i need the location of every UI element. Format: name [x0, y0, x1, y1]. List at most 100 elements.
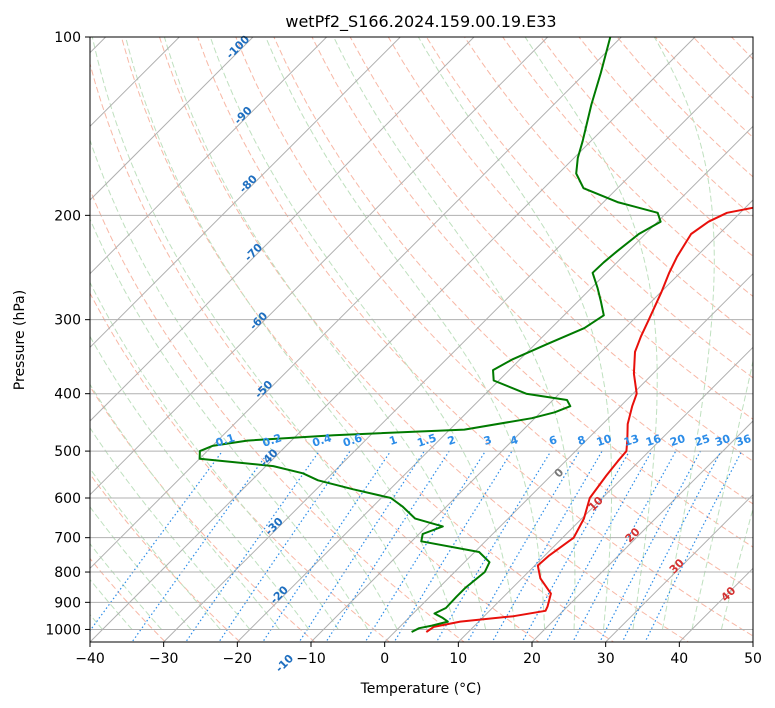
x-tick-label: 0 — [380, 651, 389, 667]
x-tick-label: 30 — [597, 651, 615, 667]
mixing-ratio-label: 6 — [547, 433, 559, 448]
y-tick-label: 1000 — [45, 622, 81, 638]
dry-adiabat — [463, 37, 753, 338]
dry-adiabat — [692, 37, 753, 99]
dry-adiabat — [90, 557, 167, 642]
mixing-ratio-label: 16 — [644, 432, 663, 449]
mixing-ratio-label: 4 — [509, 433, 521, 448]
mixing-ratio-label: 3 — [482, 433, 493, 448]
moist-adiabat — [90, 217, 369, 630]
dry-adiabat-label: -80 — [237, 172, 260, 195]
y-tick-label: 700 — [54, 531, 81, 547]
x-tick-label: 40 — [670, 651, 688, 667]
profile-lines — [198, 37, 753, 633]
isotherm — [678, 567, 753, 642]
mixing-ratio-label: 2 — [446, 433, 457, 448]
isotherm — [90, 37, 254, 201]
plot-frame — [89, 36, 754, 643]
moist-adiabat — [209, 37, 516, 630]
x-tick-label: −20 — [223, 651, 253, 667]
dry-adiabat-label: -60 — [247, 309, 270, 332]
moist-adiabat-label: 30 — [667, 556, 687, 576]
dry-adiabat — [158, 37, 690, 642]
dry-adiabat — [120, 37, 615, 642]
moist-adiabat — [90, 542, 162, 630]
mixing-ratio-line — [364, 450, 486, 642]
y-tick-label: 100 — [54, 30, 81, 46]
mixing-ratio-label: 0.1 — [214, 431, 237, 449]
y-tick-label: 800 — [54, 565, 81, 581]
dry-adiabat — [616, 37, 753, 178]
mixing-ratio-label: 0.2 — [261, 431, 284, 449]
moist-adiabat — [417, 37, 613, 630]
isotherm — [90, 37, 696, 642]
mixing-ratio-label: 1.5 — [416, 431, 439, 449]
x-tick-label: 10 — [449, 651, 467, 667]
dry-adiabat — [425, 37, 753, 379]
x-tick-label: −40 — [75, 651, 105, 667]
dry-adiabat-label: -90 — [232, 104, 255, 127]
x-tick-label: 20 — [523, 651, 541, 667]
dry-adiabat — [654, 37, 753, 139]
dry-adiabat — [540, 37, 753, 257]
axis-ticks: −40 −30 −20 −10 0 10 20 30 40 50 1000 900 800 700 600 5… — [45, 30, 762, 667]
chart-title: wetPf2_S166.2024.159.00.19.E33 — [285, 12, 556, 32]
dry-adiabat — [197, 37, 753, 637]
mixing-ratio-label: 25 — [693, 432, 712, 449]
moist-adiabat-label: 20 — [623, 525, 643, 545]
moist-adiabat — [653, 37, 715, 630]
moist-adiabat — [333, 37, 576, 630]
moist-adiabat — [91, 37, 428, 630]
moist-adiabat — [90, 138, 398, 630]
mixing-ratio-label: 10 — [595, 432, 614, 449]
isotherm — [383, 272, 753, 642]
mixing-ratio-line — [545, 450, 653, 642]
dry-adiabat — [744, 10, 775, 654]
dry-adiabat — [502, 37, 753, 298]
moist-adiabat — [90, 467, 221, 630]
isotherm — [90, 37, 181, 128]
dry-adiabat — [235, 37, 753, 592]
moist-adiabat — [524, 37, 658, 630]
dry-adiabat-label: -70 — [242, 241, 265, 264]
x-tick-label: −30 — [149, 651, 179, 667]
mixing-ratio-label: 8 — [576, 433, 587, 448]
isotherm — [531, 420, 753, 642]
moist-adiabat — [125, 37, 457, 630]
x-tick-label: 50 — [744, 651, 762, 667]
moist-adiabat — [90, 578, 133, 630]
dry-adiabat — [273, 37, 753, 548]
dry-adiabat — [90, 62, 540, 642]
mixing-ratio-line — [131, 450, 270, 642]
y-tick-label: 200 — [54, 208, 81, 224]
y-tick-label: 500 — [54, 444, 81, 460]
mixing-ratio-line — [621, 450, 722, 642]
moist-adiabat — [90, 427, 251, 630]
dry-adiabat — [90, 292, 391, 642]
y-tick-label: 900 — [54, 595, 81, 611]
isotherm — [90, 37, 475, 422]
isotherm — [752, 641, 753, 642]
isotherm — [90, 37, 402, 349]
dewpoint-line — [198, 37, 662, 633]
x-axis-label: Temperature (°C) — [360, 681, 482, 697]
isotherm — [457, 346, 753, 642]
dry-adiabat-label: -10 — [273, 652, 296, 675]
isotherm — [162, 51, 753, 642]
line-labels: -100-90-80-70-60-50-40-30-20-100.1 0.2 0.4… — [214, 33, 753, 676]
mixing-ratio-label: 1 — [388, 433, 399, 448]
isotherm — [236, 125, 753, 642]
mixing-ratio-line — [644, 450, 743, 642]
moist-adiabat-label: 40 — [718, 584, 738, 604]
mixing-ratio-label: 0.4 — [311, 431, 334, 449]
y-tick-label: 600 — [54, 491, 81, 507]
moist-adiabat — [691, 358, 753, 630]
mixing-ratio-line — [185, 450, 320, 642]
y-tick-label: 300 — [54, 313, 81, 329]
isotherm — [604, 493, 753, 642]
moist-adiabat — [90, 506, 192, 630]
y-axis-label: Pressure (hPa) — [12, 290, 28, 390]
dry-adiabat — [90, 188, 465, 642]
y-tick-label: 400 — [54, 387, 81, 403]
